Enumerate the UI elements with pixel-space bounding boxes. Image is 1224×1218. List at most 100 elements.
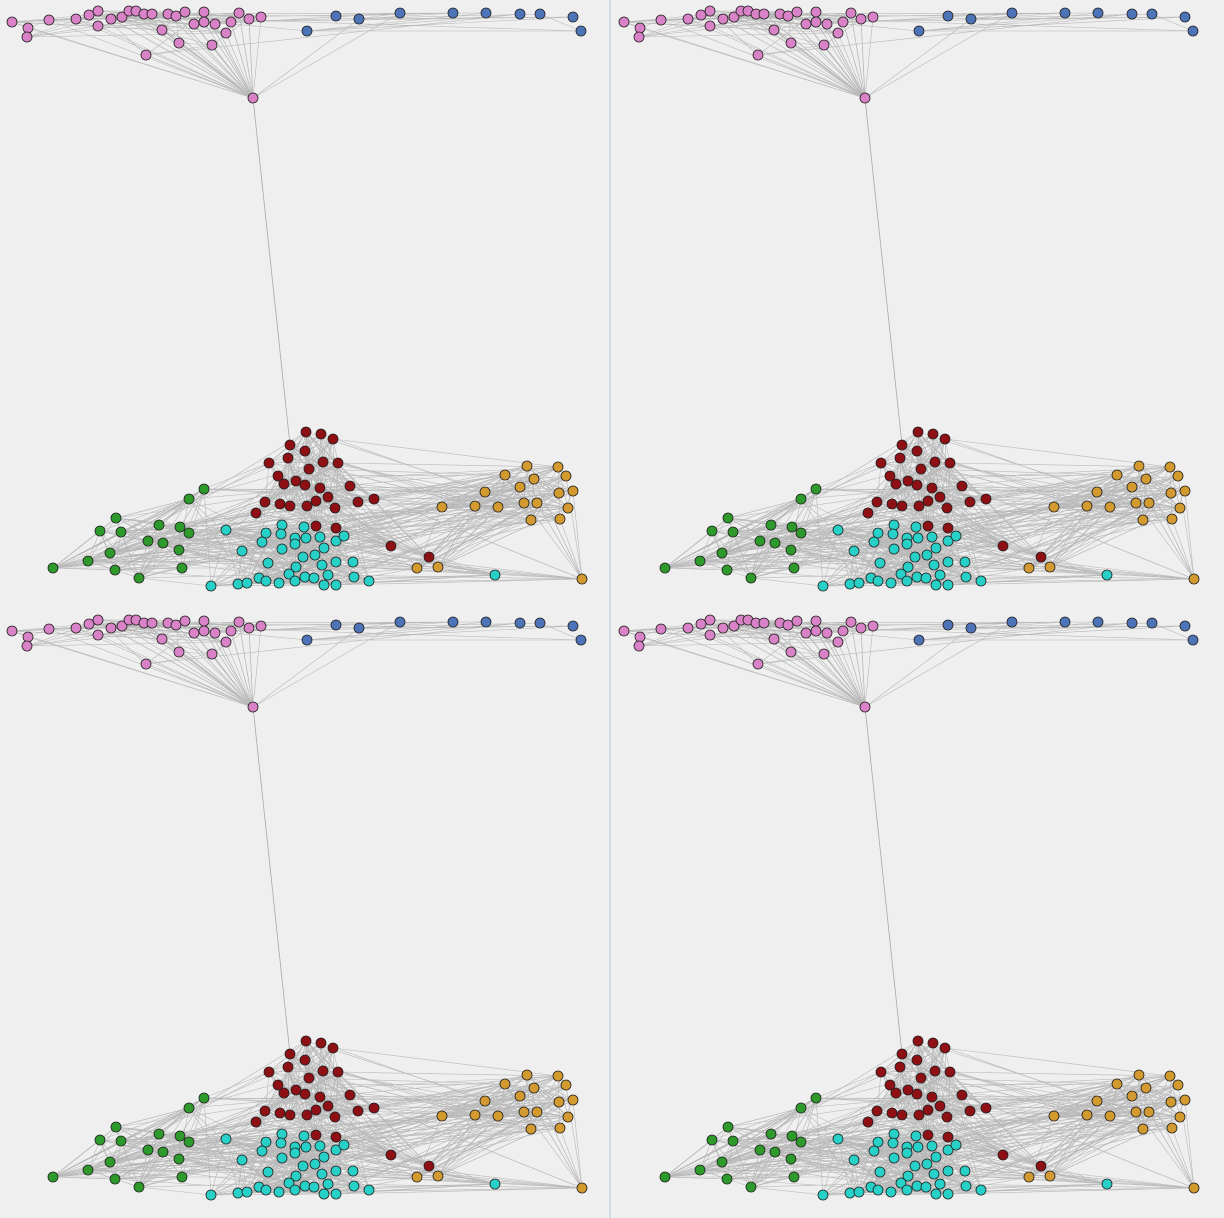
graph-node-cyan[interactable] [318,1151,330,1163]
graph-node-cyan[interactable] [262,1166,274,1178]
graph-node-cyan[interactable] [930,542,942,554]
graph-node-red[interactable] [299,445,311,457]
graph-node-green[interactable] [133,572,145,584]
graph-node-green[interactable] [110,512,122,524]
graph-node-cyan[interactable] [256,1145,268,1157]
graph-node-pink[interactable] [682,622,694,634]
graph-node-cyan[interactable] [363,1184,375,1196]
graph-node-cyan[interactable] [959,556,971,568]
graph-node-pink[interactable] [855,622,867,634]
graph-node-pink[interactable] [92,629,104,641]
graph-node-pink[interactable] [782,619,794,631]
graph-node-pink[interactable] [225,625,237,637]
graph-node-cyan[interactable] [930,1151,942,1163]
graph-node-red[interactable] [956,1089,968,1101]
graph-node-red[interactable] [871,1105,883,1117]
graph-node-green[interactable] [153,1128,165,1140]
graph-node-green[interactable] [694,555,706,567]
graph-node-cyan[interactable] [887,528,899,540]
graph-node-cyan[interactable] [276,543,288,555]
graph-node-green[interactable] [788,562,800,574]
graph-node-pink[interactable] [6,625,18,637]
graph-node-orange[interactable] [1111,1078,1123,1090]
graph-node-orange[interactable] [1126,481,1138,493]
graph-node-red[interactable] [894,1061,906,1073]
graph-node-orange[interactable] [1137,1123,1149,1135]
graph-node-cyan[interactable] [848,1154,860,1166]
graph-node-cyan[interactable] [911,571,923,583]
graph-node-blue[interactable] [330,10,342,22]
graph-node-pink[interactable] [146,8,158,20]
graph-node-blue[interactable] [567,11,579,23]
graph-node-cyan[interactable] [308,572,320,584]
graph-node-red[interactable] [942,1131,954,1143]
graph-node-cyan[interactable] [220,1133,232,1145]
graph-node-red[interactable] [284,1048,296,1060]
graph-node-cyan[interactable] [322,1178,334,1190]
graph-node-red[interactable] [300,1035,312,1047]
graph-node-cyan[interactable] [959,1165,971,1177]
graph-node-cyan[interactable] [874,557,886,569]
graph-node-pink[interactable] [83,9,95,21]
graph-node-pink[interactable] [821,18,833,30]
graph-node-red[interactable] [911,445,923,457]
graph-node-red[interactable] [941,502,953,514]
graph-node-cyan[interactable] [236,1154,248,1166]
graph-node-cyan[interactable] [872,1184,884,1196]
graph-node-red[interactable] [913,500,925,512]
graph-node-cyan[interactable] [848,545,860,557]
graph-node-green[interactable] [721,1173,733,1185]
graph-node-cyan[interactable] [930,579,942,591]
graph-node-red[interactable] [274,498,286,510]
graph-node-blue[interactable] [480,616,492,628]
graph-node-orange[interactable] [1081,500,1093,512]
graph-node-cyan[interactable] [888,1128,900,1140]
graph-node-pink[interactable] [6,16,18,28]
graph-node-cyan[interactable] [205,1189,217,1201]
graph-node-red[interactable] [884,1079,896,1091]
graph-node-red[interactable] [329,1111,341,1123]
graph-node-pink[interactable] [179,6,191,18]
graph-node-cyan[interactable] [887,1137,899,1149]
graph-node-cyan[interactable] [260,527,272,539]
graph-node-orange[interactable] [525,514,537,526]
graph-node-red[interactable] [327,1042,339,1054]
graph-node-blue[interactable] [394,616,406,628]
graph-node-cyan[interactable] [888,543,900,555]
graph-node-red[interactable] [912,426,924,438]
graph-node-cyan[interactable] [911,1180,923,1192]
graph-node-pink[interactable] [146,617,158,629]
graph-node-cyan[interactable] [942,1165,954,1177]
graph-node-cyan[interactable] [314,1140,326,1152]
graph-node-green[interactable] [176,562,188,574]
graph-node-pink[interactable] [800,627,812,639]
graph-node-red[interactable] [299,479,311,491]
graph-node-cyan[interactable] [902,561,914,573]
graph-node-red[interactable] [259,1105,271,1117]
graph-node-pink[interactable] [810,625,822,637]
graph-node-pink[interactable] [704,20,716,32]
graph-node-cyan[interactable] [289,1147,301,1159]
graph-node-orange[interactable] [1165,1096,1177,1108]
graph-node-green[interactable] [173,1153,185,1165]
graph-node-cyan[interactable] [853,1186,865,1198]
graph-node-red[interactable] [926,482,938,494]
graph-node-cyan[interactable] [909,1160,921,1172]
graph-node-cyan[interactable] [290,561,302,573]
graph-node-blue[interactable] [353,622,365,634]
graph-node-green[interactable] [810,1092,822,1104]
graph-node-red[interactable] [929,1065,941,1077]
graph-node-pink[interactable] [682,13,694,25]
graph-node-red[interactable] [274,1107,286,1119]
graph-node-pink[interactable] [243,622,255,634]
graph-node-cyan[interactable] [975,1184,987,1196]
graph-node-pink[interactable] [634,631,646,643]
graph-node-pink[interactable] [859,92,871,104]
graph-node-green[interactable] [110,1121,122,1133]
graph-node-orange[interactable] [552,1070,564,1082]
graph-node-pink[interactable] [188,18,200,30]
graph-node-cyan[interactable] [817,1189,829,1201]
graph-node-cyan[interactable] [348,571,360,583]
graph-node-cyan[interactable] [832,1133,844,1145]
graph-node-orange[interactable] [560,1079,572,1091]
